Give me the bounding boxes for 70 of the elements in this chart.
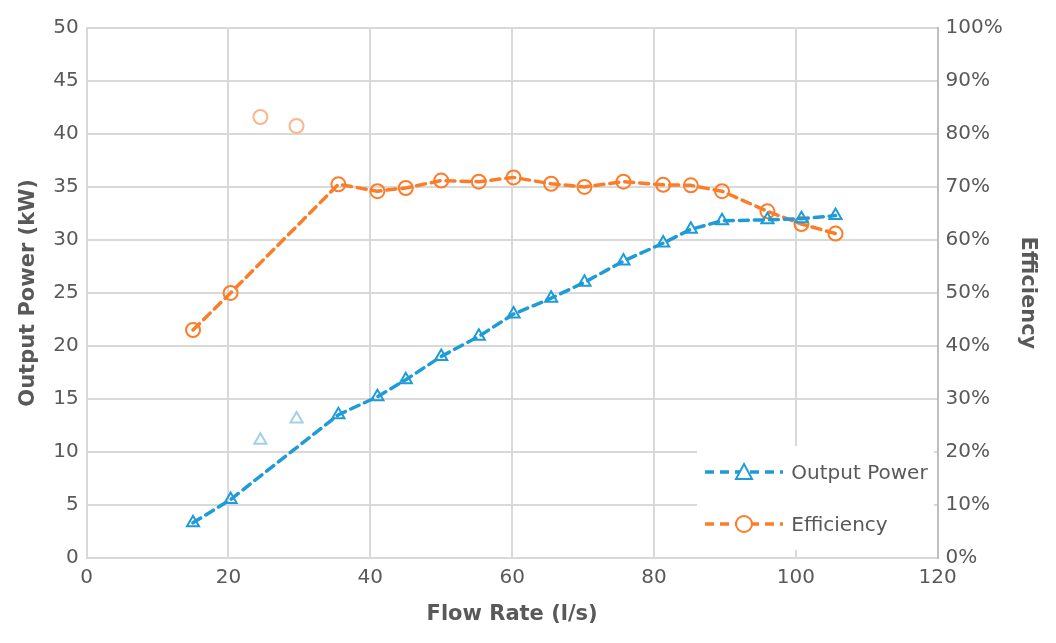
point [185, 321, 202, 338]
point [576, 178, 593, 195]
point [793, 216, 810, 233]
point [577, 274, 592, 287]
x-tick-label: 0 [80, 564, 94, 588]
x-tick-label: 100 [776, 564, 815, 588]
point [682, 177, 699, 194]
legend-label: Efficiency [791, 510, 888, 538]
point [714, 183, 731, 200]
point [398, 371, 413, 385]
y-tick-label: 45 [53, 67, 79, 92]
point [714, 212, 730, 226]
y-tick-label: 40 [53, 120, 79, 145]
point [330, 176, 347, 193]
point [434, 348, 449, 361]
point [252, 109, 269, 126]
point [370, 388, 385, 402]
point [506, 306, 521, 319]
point [655, 176, 672, 193]
point [656, 235, 671, 248]
point [505, 169, 522, 186]
x-axis-title: Flow Rate (l/s) [426, 600, 598, 625]
y2-tick-label: 40% [945, 332, 991, 357]
point [827, 225, 844, 242]
point [223, 491, 238, 505]
y-tick-label: 10 [53, 438, 79, 463]
point [616, 253, 631, 266]
y-tick-label: 25 [53, 279, 79, 304]
point [543, 175, 560, 192]
point [615, 173, 632, 190]
point [222, 284, 239, 301]
point [288, 118, 305, 135]
legend-label: Output Power [791, 458, 928, 486]
y-tick-label: 15 [53, 385, 79, 410]
y2-tick-label: 100% [945, 14, 1003, 39]
y2-tick-label: 60% [945, 226, 991, 251]
point [544, 290, 559, 303]
point [828, 207, 843, 221]
y-tick-label: 35 [53, 173, 79, 198]
point [471, 328, 486, 341]
y2-tick-label: 90% [945, 67, 991, 92]
y-tick-label: 0 [65, 544, 79, 568]
y2-tick-label: 80% [945, 120, 991, 145]
point [185, 514, 201, 528]
y-tick-label: 30 [53, 226, 79, 251]
x-tick-label: 80 [641, 564, 667, 588]
x-tick-label: 60 [499, 564, 525, 588]
point [470, 173, 487, 190]
point [369, 183, 386, 200]
y2-tick-label: 30% [945, 385, 991, 410]
point [397, 180, 414, 196]
point [331, 406, 346, 420]
x-tick-label: 40 [357, 564, 384, 588]
y2-axis-title: Efficiency [1016, 236, 1041, 350]
y-axis-title: Output Power (kW) [15, 179, 40, 407]
y2-tick-label: 50% [945, 279, 991, 304]
point [433, 172, 450, 189]
y-tick-label: 50 [53, 14, 79, 39]
point [794, 210, 809, 224]
point [289, 410, 304, 424]
x-tick-label: 20 [215, 564, 242, 588]
point [253, 432, 268, 445]
y2-tick-label: 10% [945, 491, 991, 516]
y2-tick-label: 70% [945, 173, 991, 198]
y-tick-label: 20 [53, 332, 79, 357]
point [683, 221, 698, 234]
y-tick-label: 5 [65, 491, 79, 516]
point [759, 203, 776, 220]
point [760, 211, 775, 225]
y2-tick-label: 20% [945, 438, 991, 463]
